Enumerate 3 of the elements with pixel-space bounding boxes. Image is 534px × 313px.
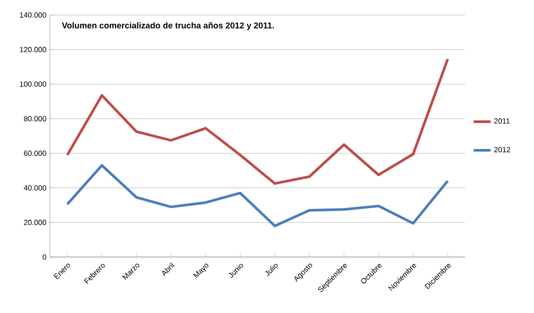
line-series xyxy=(66,164,450,228)
line-series xyxy=(66,58,450,185)
text: Volumen comercializado de trucha años 2012 y 2011. xyxy=(62,22,274,30)
